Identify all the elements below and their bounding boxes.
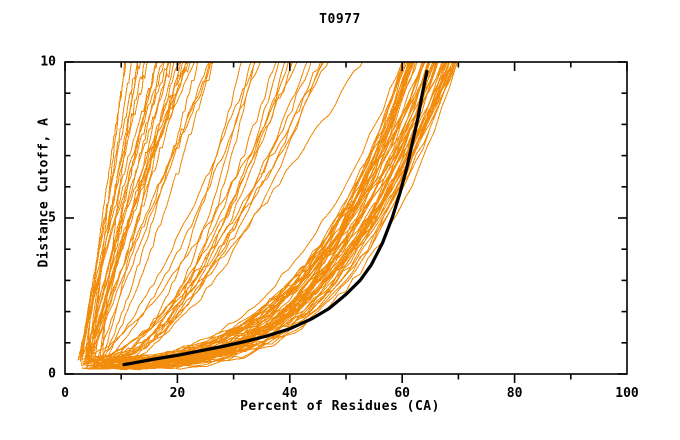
y-tick-label: 10	[40, 54, 56, 70]
x-tick-label: 20	[169, 386, 186, 401]
page-title: T0977	[319, 12, 361, 27]
x-tick-label: 100	[615, 386, 639, 401]
y-tick-label: 0	[48, 366, 56, 382]
x-tick-label: 60	[394, 386, 411, 401]
x-axis-label: Percent of Residues (CA)	[240, 399, 440, 414]
x-tick-label: 0	[61, 386, 69, 401]
y-tick-label: 5	[48, 210, 56, 226]
x-tick-label: 40	[281, 386, 298, 401]
x-tick-label: 80	[506, 386, 523, 401]
